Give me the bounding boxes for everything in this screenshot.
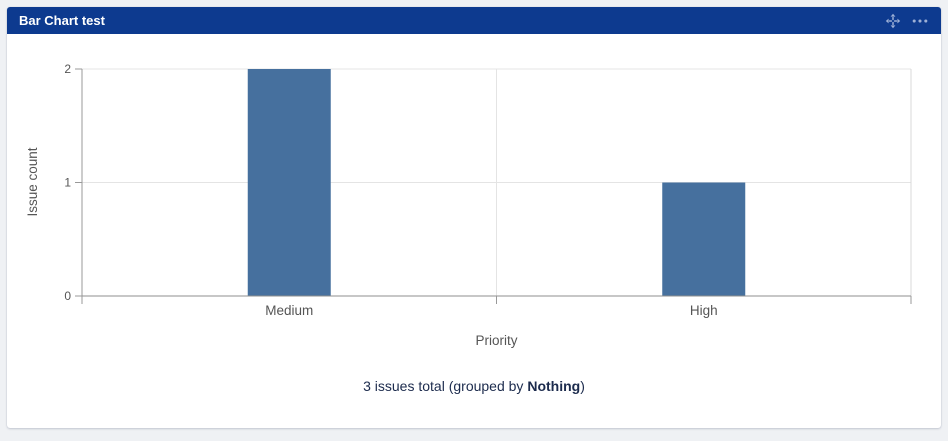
bar-chart-svg: 0 1 2 Medium High Priority Issue count	[25, 62, 912, 348]
summary-suffix: )	[580, 378, 585, 394]
x-category-label-high: High	[690, 303, 718, 318]
chart-summary: 3 issues total (grouped by Nothing)	[7, 376, 941, 396]
x-axis-title: Priority	[475, 333, 517, 348]
bar-chart: 0 1 2 Medium High Priority Issue count	[7, 34, 941, 364]
move-icon	[885, 13, 901, 28]
gadget-header: Bar Chart test	[7, 7, 941, 34]
bar-high[interactable]	[662, 182, 746, 297]
x-category-label-medium: Medium	[265, 303, 313, 318]
gadget-title: Bar Chart test	[19, 13, 105, 28]
gadget-card: Bar Chart test	[7, 7, 941, 428]
bar-medium[interactable]	[247, 69, 331, 296]
y-tick-label-2: 2	[64, 62, 71, 76]
y-axis-title: Issue count	[25, 147, 40, 216]
gadget-menu-button[interactable]	[909, 11, 931, 31]
summary-prefix: 3 issues total (grouped by	[363, 378, 528, 394]
y-tick-label-1: 1	[64, 176, 71, 190]
drag-handle-button[interactable]	[883, 11, 903, 31]
gadget-header-actions	[883, 11, 931, 31]
y-tick-label-0: 0	[64, 289, 71, 303]
summary-groupby: Nothing	[527, 378, 581, 394]
ellipsis-icon	[912, 18, 928, 23]
